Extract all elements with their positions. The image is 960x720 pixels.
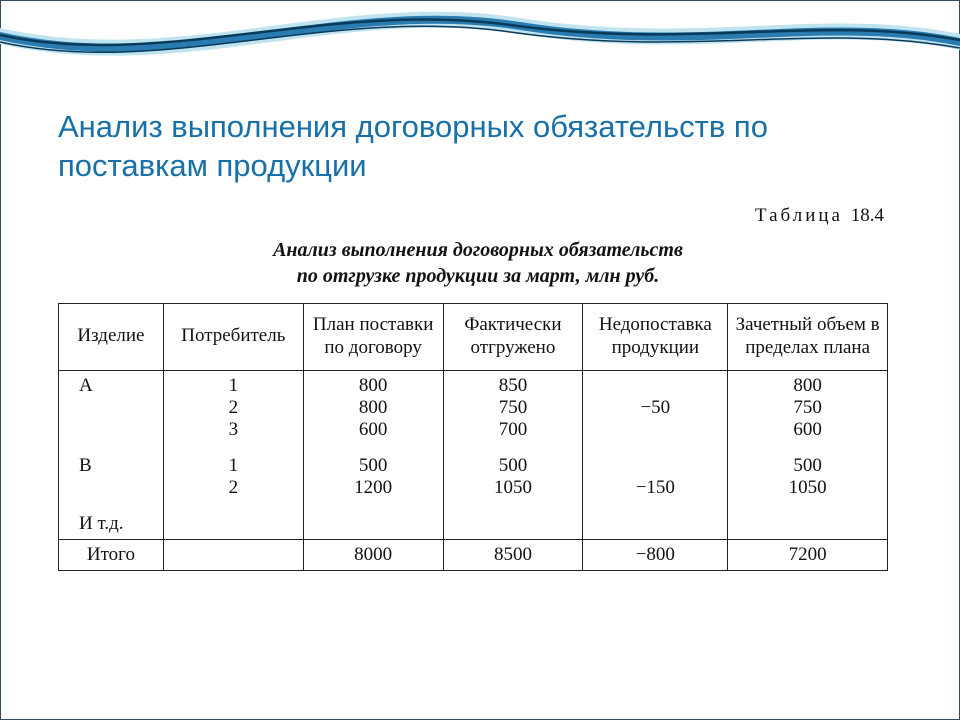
table-label-word: Таблица xyxy=(755,205,843,226)
col-header: Фактически отгружено xyxy=(443,304,583,371)
cell-value: 2 xyxy=(229,477,239,499)
caption-line-1: Анализ выполнения договорных обязательст… xyxy=(273,239,683,261)
cell-value: 3 xyxy=(229,419,239,441)
cell-product: A B И т.д. xyxy=(59,370,164,539)
data-table: Изделие Потребитель План поставки по дог… xyxy=(58,303,888,571)
cell-value: 700 xyxy=(499,419,528,441)
cell-value: 800 xyxy=(359,397,388,419)
cell-value xyxy=(636,455,675,477)
cell-value xyxy=(640,419,670,441)
table-body-row: A B И т.д. 12312 8008006005001200 850750… xyxy=(59,370,888,539)
cell-value: 500 xyxy=(789,455,827,477)
cell-value: −150 xyxy=(636,477,675,499)
product-label: A xyxy=(79,375,93,397)
total-short: −800 xyxy=(583,539,728,570)
decorative-wave-icon xyxy=(0,0,960,90)
col-header: Потребитель xyxy=(163,304,303,371)
total-label: Итого xyxy=(59,539,164,570)
cell-credit: 800750600 5001050 xyxy=(728,370,888,539)
col-header: Изделие xyxy=(59,304,164,371)
cell-value: 1200 xyxy=(354,477,392,499)
cell-value: 500 xyxy=(354,455,392,477)
cell-value: 500 xyxy=(494,455,532,477)
cell-value: 750 xyxy=(499,397,528,419)
cell-value: 800 xyxy=(793,375,822,397)
slide: Анализ выполнения договорных обязательст… xyxy=(0,0,960,720)
cell-value: 1050 xyxy=(789,477,827,499)
table-caption: Анализ выполнения договорных обязательст… xyxy=(58,237,898,289)
cell-value: 600 xyxy=(793,419,822,441)
cell-value: 1 xyxy=(229,375,239,397)
cell-value: 850 xyxy=(499,375,528,397)
total-fact: 8500 xyxy=(443,539,583,570)
cell-value: 1 xyxy=(229,455,239,477)
total-empty xyxy=(163,539,303,570)
cell-consumer: 12312 xyxy=(163,370,303,539)
col-header: План поставки по договору xyxy=(303,304,443,371)
cell-value: 2 xyxy=(229,397,239,419)
cell-short: −50 −150 xyxy=(583,370,728,539)
total-plan: 8000 xyxy=(303,539,443,570)
cell-value: 600 xyxy=(359,419,388,441)
table-header-row: Изделие Потребитель План поставки по дог… xyxy=(59,304,888,371)
cell-value: 800 xyxy=(359,375,388,397)
cell-value: 1050 xyxy=(494,477,532,499)
slide-heading: Анализ выполнения договорных обязательст… xyxy=(58,108,878,186)
table-total-row: Итого 8000 8500 −800 7200 xyxy=(59,539,888,570)
table-label-num: 18.4 xyxy=(851,205,884,226)
cell-value: 750 xyxy=(793,397,822,419)
cell-value: −50 xyxy=(640,397,670,419)
total-credit: 7200 xyxy=(728,539,888,570)
caption-line-2: по отгрузке продукции за март, млн руб. xyxy=(297,265,660,287)
col-header: Зачетный объем в пределах плана xyxy=(728,304,888,371)
product-label: B xyxy=(79,455,92,477)
table-number: Таблица 18.4 xyxy=(58,205,884,227)
cell-value xyxy=(640,375,670,397)
cell-fact: 850750700 5001050 xyxy=(443,370,583,539)
cell-plan: 8008006005001200 xyxy=(303,370,443,539)
content-block: Таблица 18.4 Анализ выполнения договорны… xyxy=(58,205,898,571)
col-header: Недопоставка продукции xyxy=(583,304,728,371)
product-label: И т.д. xyxy=(79,513,124,535)
